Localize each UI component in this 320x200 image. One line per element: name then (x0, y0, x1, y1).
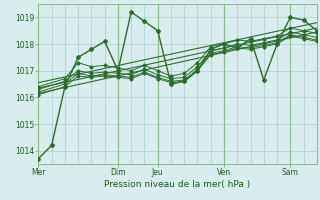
X-axis label: Pression niveau de la mer( hPa ): Pression niveau de la mer( hPa ) (104, 180, 251, 189)
